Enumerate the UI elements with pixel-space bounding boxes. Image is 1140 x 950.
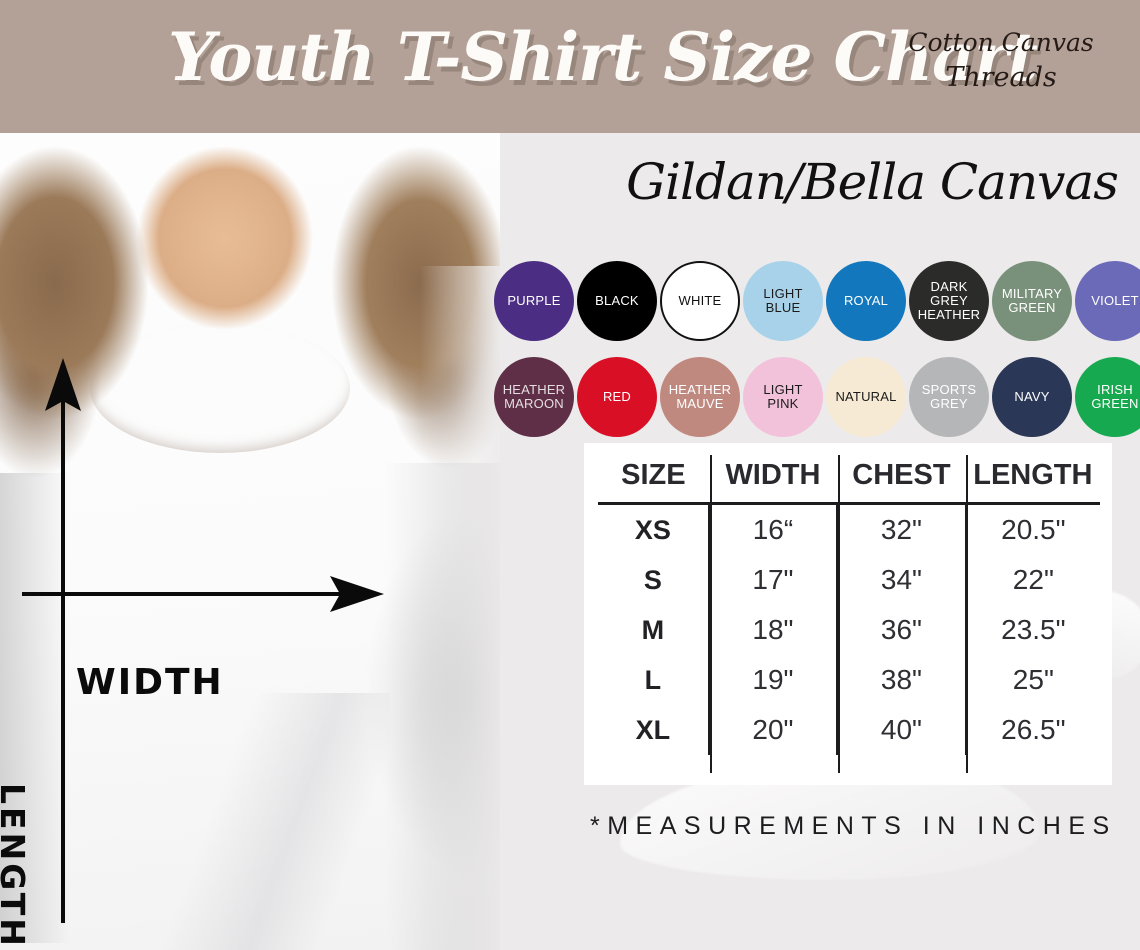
brand-logo: Cotton Canvas Threads [886, 26, 1116, 96]
table-row: S 17" 34" 22" [598, 555, 1100, 605]
color-swatch-label: MILITARY GREEN [1001, 285, 1063, 315]
table-cell-width: 16“ [707, 503, 838, 555]
color-swatch-label: VIOLET [1091, 292, 1139, 308]
color-swatch-label: ROYAL [843, 292, 889, 308]
table-cell-chest: 36" [836, 605, 966, 655]
brand-line-1: Cotton Canvas [908, 28, 1094, 57]
color-swatch-royal[interactable]: ROYAL [826, 261, 906, 341]
table-row: L 19" 38" 25" [598, 655, 1100, 705]
brand-subtitle: Gildan/Bella Canvas [626, 153, 1119, 211]
table-header-width: WIDTH [708, 455, 838, 505]
color-swatch-dark-grey-heather[interactable]: DARK GREY HEATHER [909, 261, 989, 341]
color-swatch-navy[interactable]: NAVY [992, 357, 1072, 437]
table-cell-chest: 38" [836, 655, 966, 705]
table-row: M 18" 36" 23.5" [598, 605, 1100, 655]
table-header-chest: CHEST [837, 455, 966, 505]
color-swatch-label: DARK GREY HEATHER [917, 278, 981, 323]
color-swatch-sports-grey[interactable]: SPORTS GREY [909, 357, 989, 437]
size-table: SIZE WIDTH CHEST LENGTH XS 16“ 32" 20.5" S 17" 34… [598, 455, 1100, 755]
color-swatch-label: NAVY [1014, 388, 1050, 404]
table-cell-width: 18" [707, 605, 838, 655]
table-cell-chest: 32" [836, 503, 966, 555]
table-cell-length: 22" [964, 555, 1100, 605]
table-cell-length: 26.5" [964, 705, 1100, 755]
table-cell-size: XS [634, 514, 671, 545]
table-cell-chest: 40" [836, 705, 966, 755]
color-swatch-military-green[interactable]: MILITARY GREEN [992, 261, 1072, 341]
color-swatch-irish-green[interactable]: IRISH GREEN [1075, 357, 1140, 437]
color-swatch-label: BLACK [595, 292, 639, 308]
color-swatch-black[interactable]: BLACK [577, 261, 657, 341]
table-cell-size: L [644, 664, 662, 695]
table-row: XL 20" 40" 26.5" [598, 705, 1100, 755]
table-cell-length: 23.5" [964, 605, 1100, 655]
color-swatch-label: SPORTS GREY [921, 381, 977, 411]
color-swatch-light-pink[interactable]: LIGHT PINK [743, 357, 823, 437]
color-swatch-label: HEATHER MAUVE [668, 381, 732, 411]
size-table-head: SIZE WIDTH CHEST LENGTH [598, 455, 1100, 505]
color-swatch-label: HEATHER MAROON [502, 381, 566, 411]
color-swatch-label: PURPLE [507, 292, 561, 308]
table-cell-width: 19" [707, 655, 838, 705]
page-title: Youth T-Shirt Size Chart [168, 18, 1038, 96]
color-swatch-light-blue[interactable]: LIGHT BLUE [743, 261, 823, 341]
color-swatch-white[interactable]: WHITE [660, 261, 740, 341]
color-swatch-label: RED [602, 388, 632, 404]
color-swatch-row-1: PURPLE BLACK WHITE LIGHT BLUE ROYAL DARK GREY HE… [494, 261, 1140, 341]
table-cell-length: 25" [964, 655, 1100, 705]
table-cell-chest: 34" [836, 555, 966, 605]
model-photo [0, 133, 530, 950]
table-header-length: LENGTH [965, 455, 1100, 505]
size-table-body: XS 16“ 32" 20.5" S 17" 34" 22" M 18" 36" 23.5" L 19" 3… [598, 503, 1100, 755]
table-header-row: SIZE WIDTH CHEST LENGTH [598, 455, 1100, 505]
shirt-fold [150, 693, 390, 950]
table-cell-size: XL [635, 714, 671, 745]
measurement-footnote: *MEASUREMENTS IN INCHES [590, 812, 1117, 840]
table-header-size: SIZE [598, 455, 709, 505]
table-cell-length: 20.5" [964, 503, 1100, 555]
color-swatch-heather-maroon[interactable]: HEATHER MAROON [494, 357, 574, 437]
table-cell-size: M [641, 614, 665, 645]
color-swatch-label: WHITE [678, 292, 722, 308]
table-cell-width: 20" [707, 705, 838, 755]
table-cell-size: S [643, 564, 662, 595]
color-swatch-label: NATURAL [835, 388, 897, 404]
photo-shadow-left [0, 473, 70, 943]
color-swatch-label: LIGHT PINK [763, 381, 803, 411]
color-swatch-row-2: HEATHER MAROON RED HEATHER MAUVE LIGHT PINK NAT… [494, 357, 1140, 437]
shirt-neckline [90, 323, 350, 453]
color-swatch-natural[interactable]: NATURAL [826, 357, 906, 437]
color-swatch-purple[interactable]: PURPLE [494, 261, 574, 341]
brand-line-2: Threads [945, 61, 1057, 93]
color-swatch-red[interactable]: RED [577, 357, 657, 437]
color-swatch-label: IRISH GREEN [1091, 381, 1139, 411]
color-swatch-label: LIGHT BLUE [763, 285, 803, 315]
table-row: XS 16“ 32" 20.5" [598, 503, 1100, 555]
color-swatch-violet[interactable]: VIOLET [1075, 261, 1140, 341]
table-cell-width: 17" [707, 555, 838, 605]
color-swatch-heather-mauve[interactable]: HEATHER MAUVE [660, 357, 740, 437]
header-band: Youth T-Shirt Size Chart Cotton Canvas T… [0, 0, 1140, 133]
